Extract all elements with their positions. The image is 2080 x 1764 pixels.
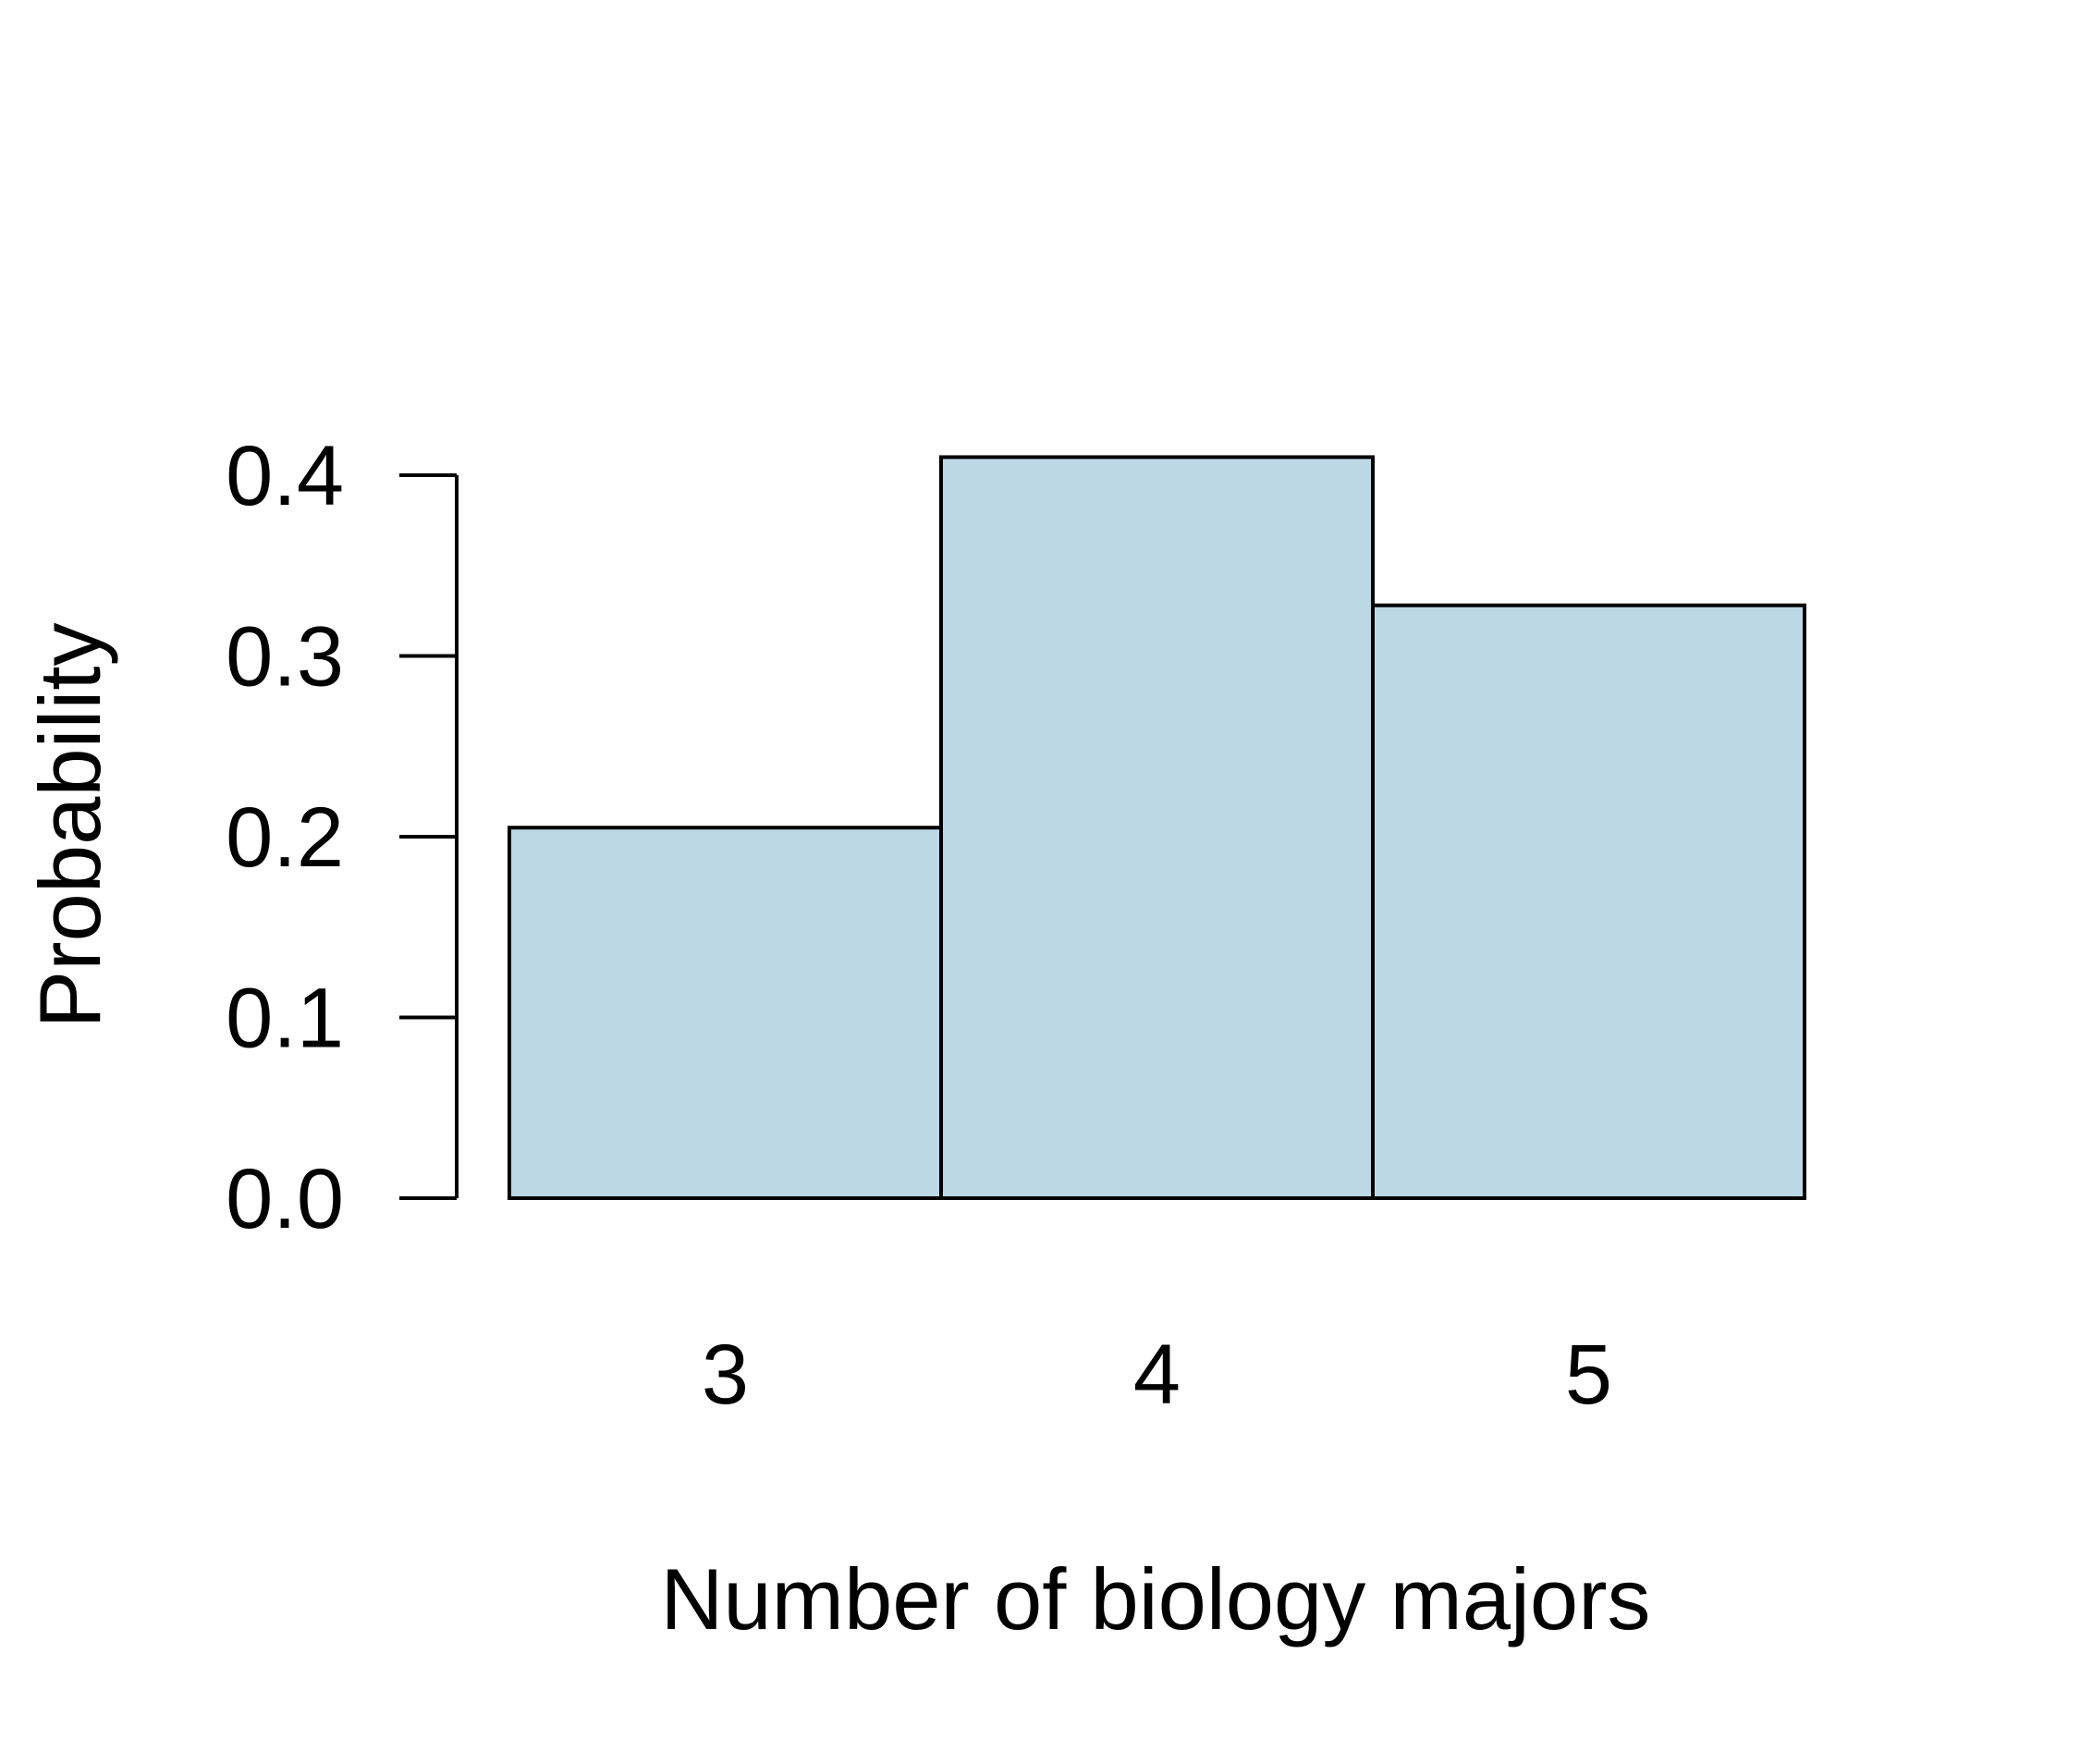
bar-5 [1371,603,1806,1200]
y-tick-label: 0.3 [226,610,344,704]
y-tick-label: 0.2 [226,790,344,885]
y-axis: 0.0 0.1 0.2 0.3 0.4 [226,429,459,1246]
bar-3 [508,826,943,1200]
x-axis-title: Number of biology majors [661,1550,1651,1648]
x-tick-label: 3 [702,1328,749,1422]
bars [508,455,1806,1200]
y-tick-label: 0.0 [226,1152,344,1246]
x-tick-label: 5 [1565,1328,1612,1422]
x-tick-label: 4 [1133,1328,1181,1422]
y-axis-title: Probability [21,623,118,1029]
bar-4 [939,455,1375,1200]
y-tick-label: 0.4 [226,429,344,523]
x-tick-labels: 3 4 5 [702,1328,1612,1422]
y-tick-label: 0.1 [226,972,344,1066]
